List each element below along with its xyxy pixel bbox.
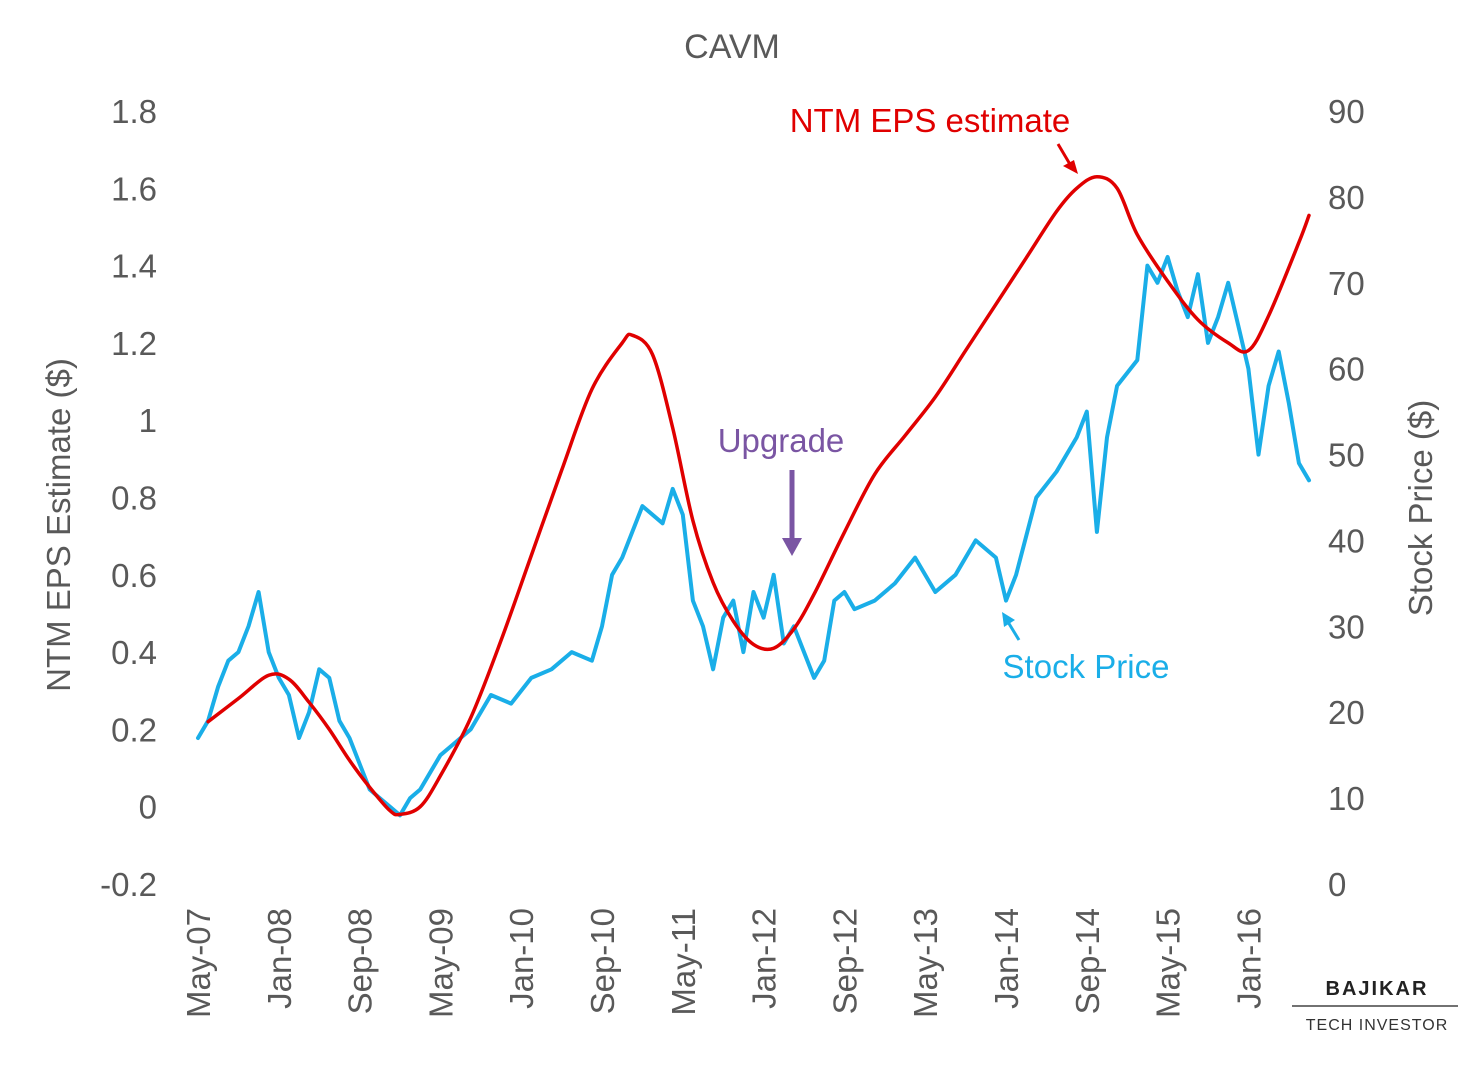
- chart-title: CAVM: [684, 28, 780, 66]
- left-tick-label: 0.6: [111, 557, 157, 594]
- left-tick-label: 1.8: [111, 93, 157, 130]
- left-tick-label: 0.8: [111, 480, 157, 517]
- x-tick-label: Sep-14: [1069, 908, 1106, 1014]
- left-tick-label: 1.4: [111, 248, 157, 285]
- left-tick-label: 1: [139, 402, 157, 439]
- x-tick-label: Jan-16: [1230, 908, 1267, 1009]
- right-axis-ticks: 90 80 70 60 50 40 30 20 10 0: [1328, 93, 1365, 903]
- stock-annotation-arrowhead: [1002, 612, 1015, 627]
- right-tick-label: 70: [1328, 265, 1365, 302]
- left-tick-label: 0.2: [111, 711, 157, 748]
- eps-estimate-line: [206, 174, 1311, 817]
- x-tick-label: Jan-12: [746, 908, 783, 1009]
- left-tick-label: 1.2: [111, 325, 157, 362]
- right-tick-label: 10: [1328, 780, 1365, 817]
- right-tick-label: 80: [1328, 179, 1365, 216]
- x-tick-label: May-11: [665, 908, 702, 1016]
- stock-annotation-arrow-line: [1006, 621, 1021, 641]
- brand-name: BAJIKAR: [1326, 978, 1429, 1000]
- x-tick-label: Jan-14: [988, 908, 1025, 1009]
- left-tick-label: -0.2: [100, 866, 157, 903]
- x-tick-label: Sep-08: [342, 908, 379, 1014]
- x-tick-label: May-07: [180, 908, 217, 1018]
- brand-tagline: TECH INVESTOR: [1306, 1017, 1449, 1034]
- left-tick-label: 1.6: [111, 170, 157, 207]
- right-tick-label: 90: [1328, 93, 1365, 130]
- eps-annotation-arrow-line: [1056, 143, 1073, 167]
- x-tick-label: May-13: [907, 908, 944, 1018]
- x-tick-label: May-15: [1150, 908, 1187, 1018]
- left-axis-ticks: 1.8 1.6 1.4 1.2 1 0.8 0.6 0.4 0.2 0 -0.2: [100, 93, 157, 903]
- x-tick-label: Sep-10: [584, 908, 621, 1014]
- x-tick-label: Jan-10: [503, 908, 540, 1009]
- right-tick-label: 50: [1328, 437, 1365, 474]
- left-axis-label: NTM EPS Estimate ($): [40, 358, 77, 692]
- series-layer: [196, 174, 1311, 818]
- x-tick-label: Sep-12: [826, 908, 863, 1014]
- right-tick-label: 60: [1328, 351, 1365, 388]
- right-tick-label: 0: [1328, 866, 1346, 903]
- x-tick-label: May-09: [422, 908, 459, 1018]
- upgrade-arrowhead: [782, 538, 802, 556]
- right-axis-label: Stock Price ($): [1402, 400, 1439, 616]
- left-tick-label: 0: [139, 789, 157, 826]
- right-tick-label: 40: [1328, 522, 1365, 559]
- eps-annotation-label: NTM EPS estimate: [790, 102, 1071, 139]
- left-tick-label: 0.4: [111, 634, 157, 671]
- eps-annotation-arrowhead: [1063, 160, 1078, 174]
- stock-price-line: [196, 255, 1311, 818]
- stock-annotation-label: Stock Price: [1003, 648, 1170, 685]
- right-tick-label: 20: [1328, 694, 1365, 731]
- x-tick-label: Jan-08: [261, 908, 298, 1009]
- right-tick-label: 30: [1328, 608, 1365, 645]
- upgrade-annotation-label: Upgrade: [718, 422, 845, 459]
- x-axis-ticks: May-07 Jan-08 Sep-08 May-09 Jan-10 Sep-10 May-…: [180, 908, 1267, 1018]
